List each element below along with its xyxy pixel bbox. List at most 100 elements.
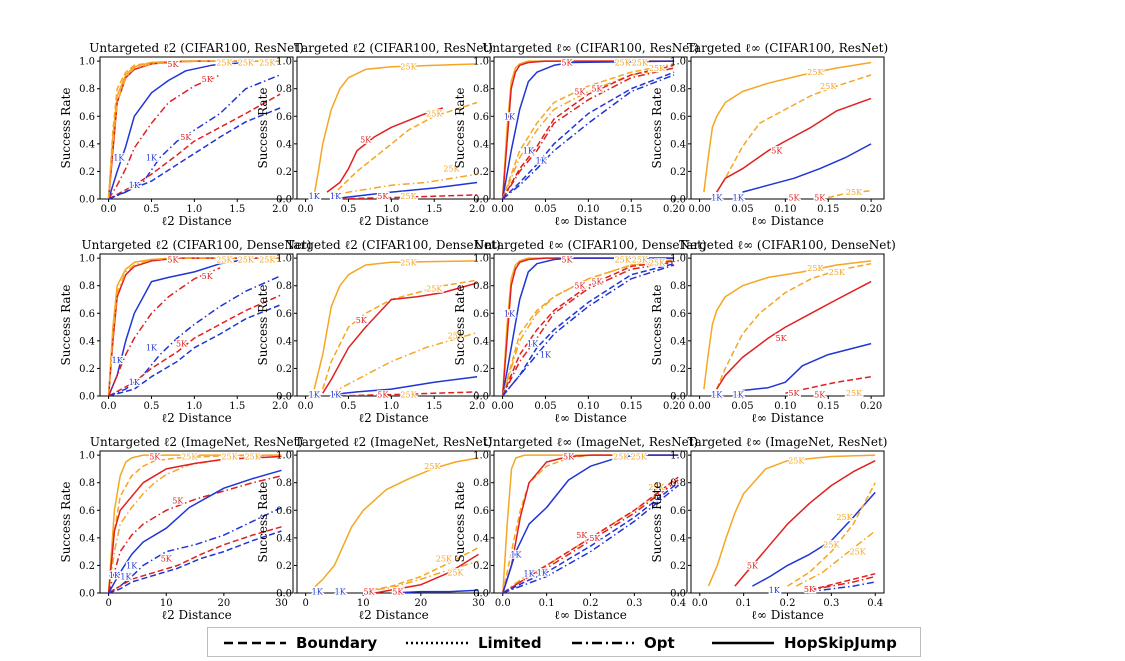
chart-1-xtick-label: 2.0 (272, 204, 288, 215)
chart-3-xtick-label: 0.05 (534, 204, 556, 215)
chart-6-xtick-label: 2.0 (469, 401, 485, 412)
chart-10-series-hsj-1k (392, 589, 479, 593)
chart-1-xlabel: ℓ2 Distance (161, 214, 231, 228)
chart-12-series-hsj-1k (752, 491, 876, 587)
chart-1-title: Untargeted ℓ2 (CIFAR100, ResNet) (89, 41, 303, 55)
chart-2: 0.0 0.5 1.0 1.5 2.00.00.20.40.60.81.0Targete… (256, 41, 493, 228)
chart-12-xtick-label: 0.4 (867, 598, 883, 609)
chart-12-ytick-label: 1.0 (670, 451, 686, 462)
chart-12-ytick-label: 0.2 (670, 561, 686, 572)
chart-8-axes-frame (690, 253, 885, 397)
chart-6-xtick-label: 0.5 (341, 401, 357, 412)
chart-7-budget-label: 25K (649, 258, 666, 267)
chart-4-xtick-label: 0.10 (774, 204, 796, 215)
chart-7-ytick-label: 1.0 (473, 254, 489, 265)
chart-3: 0.00 0.05 0.10 0.15 0.200.00.20.40.60.81.0Un… (453, 41, 699, 228)
chart-2-budget-label: 5K (377, 192, 389, 201)
chart-12-xtick-label: 0.3 (823, 598, 839, 609)
chart-7-ytick-label: 0.8 (473, 281, 489, 292)
chart-11-xtick-label: 0.3 (626, 598, 642, 609)
chart-5-budget-label: 1K (146, 344, 158, 353)
chart-10-ytick-label: 0.0 (276, 589, 292, 600)
chart-8-series-hsj-25k (703, 260, 872, 390)
chart-9-xtick-label: 0 (105, 598, 111, 609)
chart-2-budget-label: 1K (309, 192, 321, 201)
chart-1-budget-label: 1K (113, 154, 125, 163)
chart-5-budget-label: 1K (112, 356, 124, 365)
chart-1-budget-label: 25K (238, 59, 255, 68)
chart-3-budget-label: 25K (632, 59, 649, 68)
chart-4-series-hsj-25k (703, 61, 872, 193)
chart-6-xlabel: ℓ2 Distance (358, 411, 428, 425)
chart-2-budget-label: 25K (400, 192, 417, 201)
chart-10-title: Targeted ℓ2 (ImageNet, ResNet) (295, 435, 493, 449)
chart-5-budget-label: 5K (176, 340, 188, 349)
chart-7-budget-label: 1K (527, 340, 539, 349)
chart-8-series-boundary-5k (785, 375, 872, 394)
chart-9-ylabel: Success Rate (59, 481, 73, 562)
chart-6-title: Targeted ℓ2 (CIFAR100, DenseNet) (286, 238, 500, 252)
chart-4-ytick-label: 0.6 (670, 112, 686, 123)
chart-5-series-opt-1k (108, 275, 281, 396)
legend-swatch-opt (572, 641, 634, 645)
chart-8-ytick-label: 0.0 (670, 392, 686, 403)
chart-8-budget-label: 25K (846, 389, 863, 398)
chart-9-budget-label: 5K (172, 497, 184, 506)
chart-11-ytick-label: 0.2 (473, 561, 489, 572)
chart-1-budget-label: 5K (167, 60, 179, 69)
chart-6-series-hsj-5k (322, 282, 478, 394)
chart-12-ytick-label: 0.4 (670, 533, 686, 544)
chart-9-ytick-label: 0.4 (79, 533, 95, 544)
chart-8: 0.00 0.05 0.10 0.15 0.200.00.20.40.60.81.0Ta… (650, 238, 896, 425)
legend-swatch-limited (406, 641, 468, 645)
chart-2-xtick-label: 1.5 (426, 204, 442, 215)
chart-6-xtick-label: 1.0 (383, 401, 399, 412)
chart-6-ylabel: Success Rate (256, 284, 270, 365)
chart-5-ytick-label: 0.4 (79, 336, 95, 347)
chart-12-series-hsj-25k (707, 454, 876, 587)
chart-10-ylabel: Success Rate (256, 481, 270, 562)
chart-9-budget-label: 1K (109, 571, 121, 580)
chart-2-budget-label: 1K (330, 192, 342, 201)
chart-1-budget-label: 25K (216, 59, 233, 68)
chart-12-ylabel: Success Rate (650, 481, 664, 562)
chart-10-series-boundary-25k (363, 546, 479, 593)
chart-11-budget-label: 5K (589, 534, 601, 543)
chart-9-title: Untargeted ℓ2 (ImageNet, ResNet) (90, 435, 303, 449)
chart-9-series-boundary-5k (108, 526, 282, 593)
chart-11-title: Untargeted ℓ∞ (ImageNet, ResNet) (483, 435, 699, 449)
chart-6-ytick-label: 0.4 (276, 336, 292, 347)
chart-11-series-hsj-5k (502, 454, 679, 593)
chart-7: 0.00 0.05 0.10 0.15 0.200.00.20.40.60.81.0Un… (453, 238, 707, 425)
chart-2-budget-label: 5K (360, 136, 372, 145)
chart-9-series-opt-1k (108, 506, 282, 593)
chart-11-series-hsj-1k (502, 454, 679, 593)
chart-1-ytick-label: 1.0 (79, 57, 95, 68)
chart-5-series-boundary-5k (108, 294, 281, 396)
chart-10-series-opt-25k (363, 560, 479, 593)
chart-6-ytick-label: 1.0 (276, 254, 292, 265)
chart-3-ytick-label: 0.6 (473, 112, 489, 123)
chart-3-title: Untargeted ℓ∞ (CIFAR100, ResNet) (482, 41, 699, 55)
chart-8-xtick-label: 0.05 (731, 401, 753, 412)
legend-item-boundary: Boundary (224, 633, 377, 653)
chart-4-series-boundary-25k (716, 74, 872, 193)
chart-7-series-hsj-1k (501, 257, 675, 396)
chart-9-budget-label: 25K (245, 453, 262, 462)
chart-12-xtick-label: 0.2 (780, 598, 796, 609)
chart-8-series-boundary-25k (716, 262, 872, 390)
chart-5-ytick-label: 0.2 (79, 364, 95, 375)
chart-1-budget-label: 25K (259, 59, 276, 68)
chart-10-xlabel: ℓ2 Distance (358, 608, 428, 622)
chart-3-xtick-label: 0.15 (620, 204, 642, 215)
chart-12-budget-label: 25K (836, 513, 853, 522)
chart-4-xtick-label: 0.15 (817, 204, 839, 215)
chart-6-budget-label: 1K (330, 391, 342, 400)
chart-5-ytick-label: 0.0 (79, 392, 95, 403)
chart-8-budget-label: 1K (733, 391, 745, 400)
chart-5-xlabel: ℓ2 Distance (161, 411, 231, 425)
chart-3-ytick-label: 0.0 (473, 195, 489, 206)
chart-11-ytick-label: 0.8 (473, 478, 489, 489)
chart-10-xtick-label: 10 (357, 598, 370, 609)
